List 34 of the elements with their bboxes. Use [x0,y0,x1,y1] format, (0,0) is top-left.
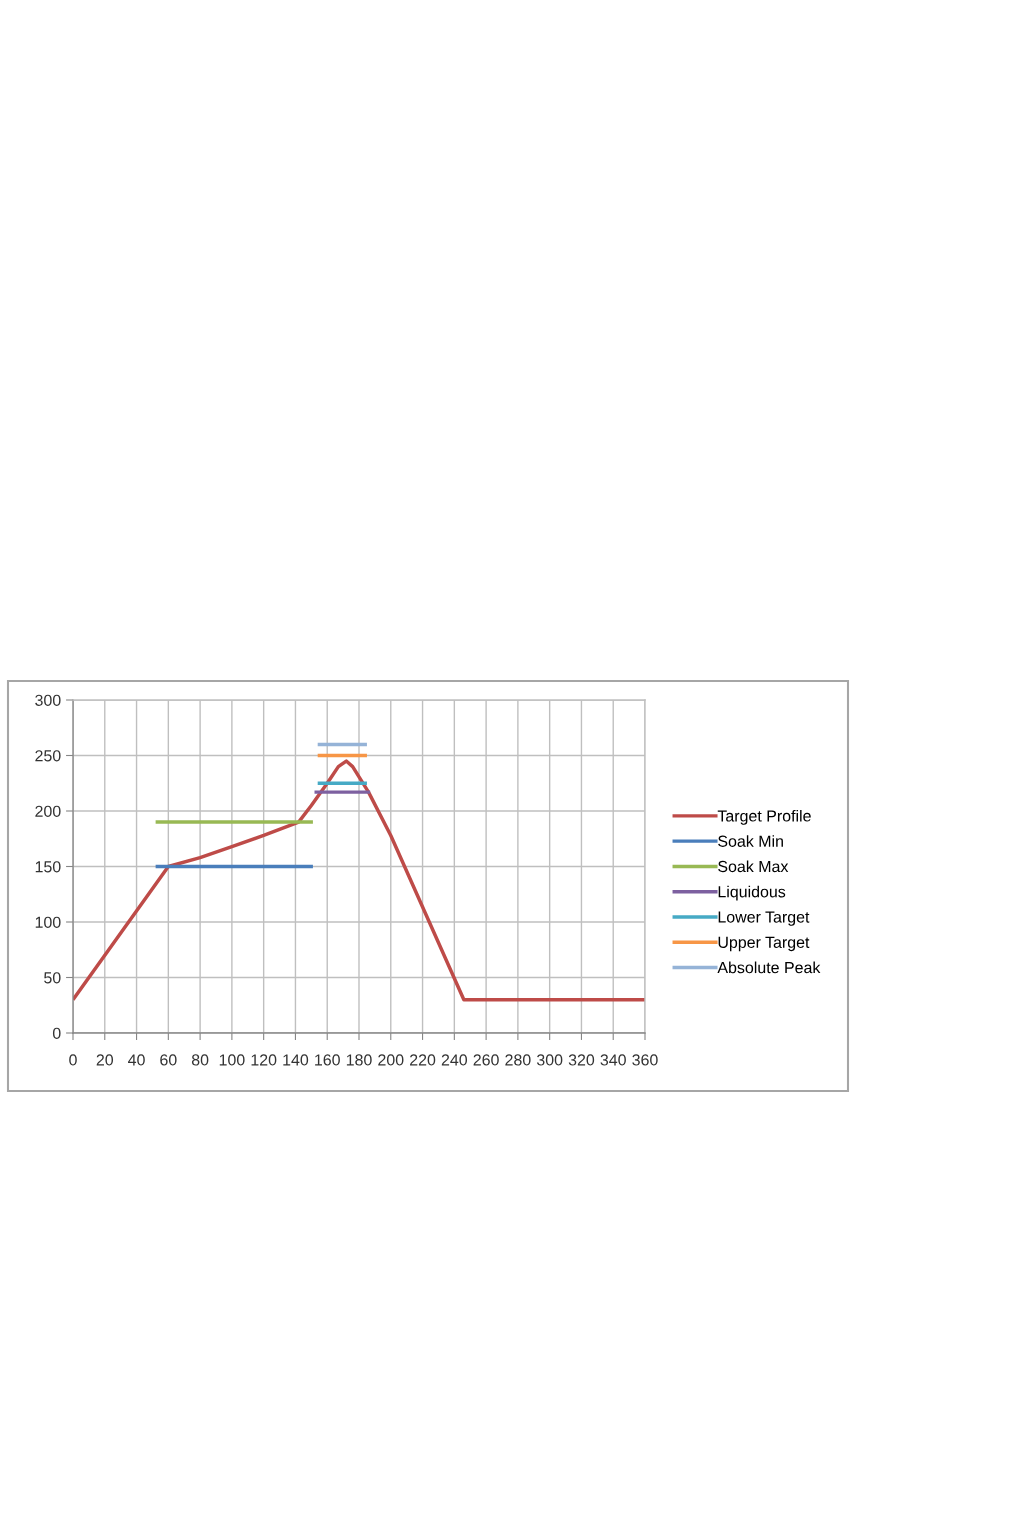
x-tick-label: 140 [283,1054,309,1066]
x-tick-label: 200 [378,1054,404,1066]
legend-label: Liquidous [718,885,786,901]
x-tick-label: 320 [568,1054,595,1066]
legend-label: Target Profile [717,809,811,825]
x-tick-label: 260 [473,1054,499,1066]
x-tick-label: 80 [191,1054,209,1066]
x-tick-label: 180 [346,1054,372,1066]
y-tick-label: 300 [35,694,61,706]
legend-label: Lower Target [718,911,810,926]
y-tick-label: 50 [44,972,61,984]
line-series [73,759,645,1002]
y-tick-label: 150 [35,861,61,873]
x-tick-label: 160 [315,1054,340,1066]
x-tick-label: 100 [219,1054,245,1066]
legend-label: Soak Max [718,860,789,873]
y-tick-label: 200 [35,805,61,817]
x-tick-label: 20 [96,1054,114,1066]
y-tick-label: 250 [35,750,61,762]
x-tick-label: 280 [505,1054,531,1066]
x-tick-label: 220 [410,1054,436,1066]
x-tick-label: 300 [536,1054,563,1066]
y-tick-label: 100 [35,916,61,928]
x-tick-label: 60 [160,1054,177,1066]
x-tick-label: 120 [251,1054,277,1066]
x-tick-label: 240 [441,1054,468,1066]
x-tick-label: 340 [600,1054,626,1066]
legend-label: Upper Target [718,936,810,952]
legend-label: Soak Min [718,835,783,847]
x-tick-label: 0 [69,1054,77,1066]
x-tick-label: 360 [632,1054,658,1066]
y-tick-label: 0 [52,1027,61,1039]
legend-label: Absolute Peak [717,961,821,974]
x-tick-label: 40 [128,1054,145,1066]
